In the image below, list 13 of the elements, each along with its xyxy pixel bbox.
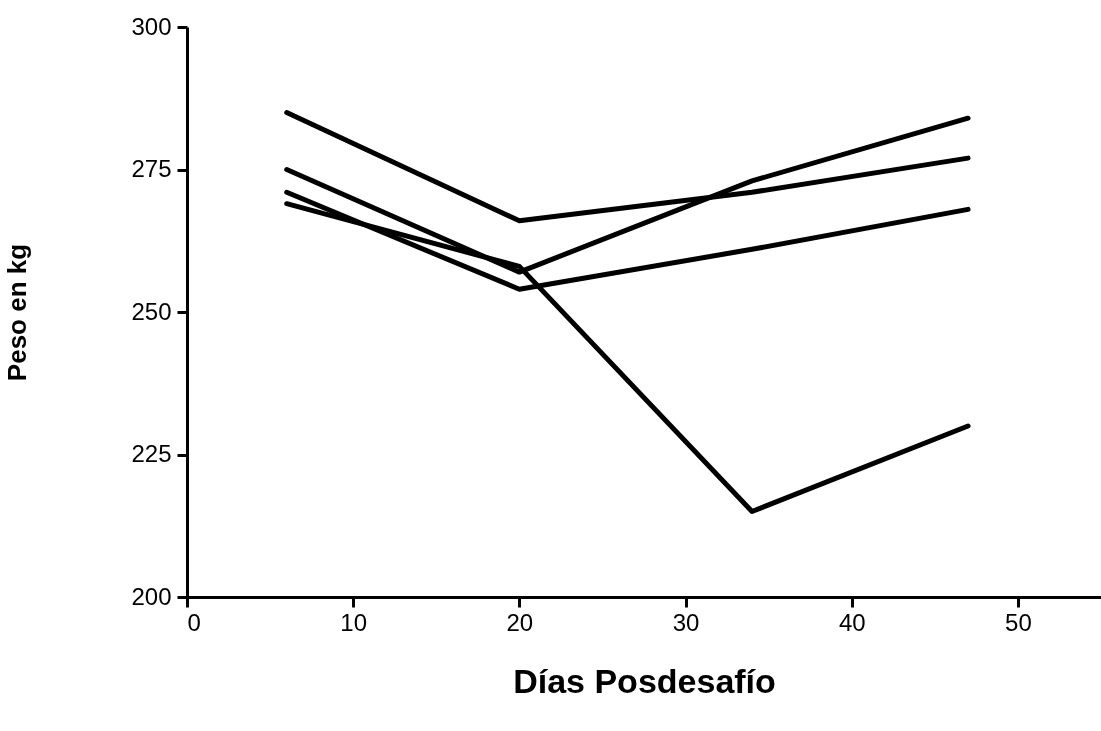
y-tick-label: 275 <box>131 155 172 182</box>
x-tick-label: 10 <box>340 608 368 636</box>
x-tick-label: 40 <box>838 608 866 636</box>
y-axis-title: Peso en kg <box>2 243 33 382</box>
x-tick-label: 50 <box>1005 608 1032 636</box>
x-tick-label: 0 <box>187 608 201 636</box>
y-tick-label: 200 <box>131 582 172 610</box>
y-tick-label: 300 <box>131 12 172 40</box>
x-tick-label: 20 <box>506 608 534 636</box>
x-tick-label: 30 <box>672 608 700 636</box>
x-axis-title: Días Posdesafío <box>513 661 776 700</box>
y-tick-label: 250 <box>131 297 172 325</box>
y-tick-label: 225 <box>131 440 172 467</box>
